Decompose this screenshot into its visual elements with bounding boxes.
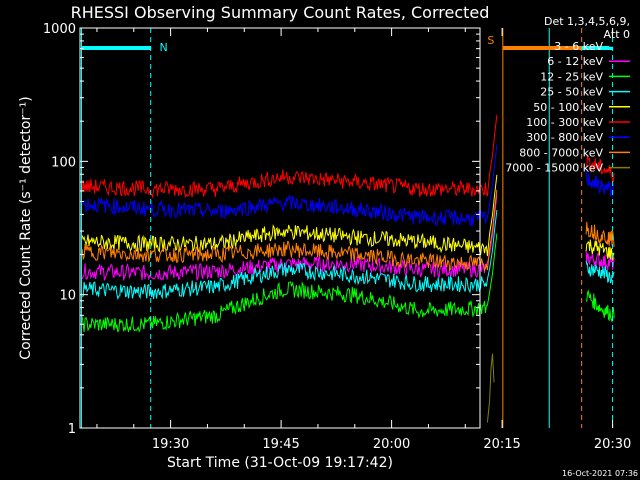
legend-entry-label: 3 - 6 keV [554, 40, 603, 53]
y-tick-label: 1000 [43, 22, 76, 37]
legend-title-line-2: Att 0 [604, 28, 630, 41]
series-line [585, 239, 615, 261]
x-tick-label: 19:30 [152, 437, 189, 452]
saa-bar [502, 46, 582, 50]
series-line [585, 289, 615, 323]
series-line [81, 174, 498, 257]
x-tick-label: 20:30 [594, 437, 631, 452]
chart-title: RHESSI Observing Summary Count Rates, Co… [71, 3, 490, 22]
x-axis-label: Start Time (31-Oct-09 19:17:42) [167, 455, 393, 471]
legend-entry-label: 6 - 12 keV [547, 55, 603, 68]
legend-entry-label: 100 - 300 keV [526, 116, 603, 129]
y-tick-label: 100 [51, 155, 76, 170]
series-line [585, 221, 615, 247]
series-line [81, 195, 498, 282]
x-tick-label: 19:45 [262, 437, 299, 452]
series-line [585, 260, 615, 284]
marker-layer: NS [80, 28, 614, 428]
legend: 3 - 6 keV 6 - 12 keV 12 - 25 keV 25 - 50 ke… [505, 40, 630, 175]
y-axis-label: Corrected Count Rate (s⁻¹ detector⁻¹) [18, 96, 34, 359]
footer-timestamp: 16-Oct-2021 07:36 [562, 469, 638, 478]
legend-entry-label: 800 - 7000 keV [519, 146, 603, 159]
legend-entry-label: 7000 - 15000 keV [505, 162, 603, 175]
legend-entry-label: 12 - 25 keV [540, 70, 603, 83]
series-line [81, 233, 498, 333]
night-bar [81, 46, 151, 50]
plot-frame [79, 27, 481, 429]
legend-title-line-1: Det 1,3,4,5,6,9, [544, 15, 630, 28]
y-tick-label: 10 [59, 289, 76, 304]
night-marker-label: N [160, 41, 168, 54]
series-line [486, 353, 495, 423]
saa-marker-label: S [487, 34, 494, 47]
y-tick-label: 1 [68, 422, 76, 437]
legend-entry-label: 25 - 50 keV [540, 86, 603, 99]
legend-entry-label: 300 - 800 keV [526, 131, 603, 144]
series-line [585, 250, 615, 271]
x-tick-label: 20:00 [373, 437, 410, 452]
legend-entry-label: 50 - 100 keV [533, 101, 603, 114]
series-line [585, 170, 615, 197]
x-tick-label: 20:15 [483, 437, 520, 452]
